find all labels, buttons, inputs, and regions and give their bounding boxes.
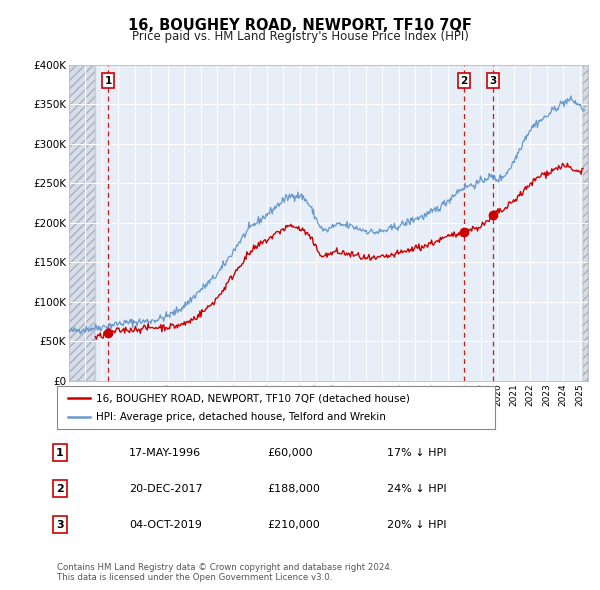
Text: 1: 1 [104, 76, 112, 86]
Text: Price paid vs. HM Land Registry's House Price Index (HPI): Price paid vs. HM Land Registry's House … [131, 30, 469, 43]
Text: 2: 2 [56, 484, 64, 493]
Text: 16, BOUGHEY ROAD, NEWPORT, TF10 7QF (detached house): 16, BOUGHEY ROAD, NEWPORT, TF10 7QF (det… [97, 394, 410, 404]
Text: This data is licensed under the Open Government Licence v3.0.: This data is licensed under the Open Gov… [57, 572, 332, 582]
Text: HPI: Average price, detached house, Telford and Wrekin: HPI: Average price, detached house, Telf… [97, 412, 386, 422]
Text: £60,000: £60,000 [267, 448, 313, 457]
Text: 24% ↓ HPI: 24% ↓ HPI [387, 484, 446, 493]
Text: £210,000: £210,000 [267, 520, 320, 529]
Text: 17-MAY-1996: 17-MAY-1996 [129, 448, 201, 457]
Text: 3: 3 [56, 520, 64, 529]
Text: 1: 1 [56, 448, 64, 457]
Text: 16, BOUGHEY ROAD, NEWPORT, TF10 7QF: 16, BOUGHEY ROAD, NEWPORT, TF10 7QF [128, 18, 472, 33]
Bar [583, 65, 588, 381]
Bar [69, 65, 95, 381]
Text: 20% ↓ HPI: 20% ↓ HPI [387, 520, 446, 529]
Bar [583, 65, 588, 381]
Text: 17% ↓ HPI: 17% ↓ HPI [387, 448, 446, 457]
Text: Contains HM Land Registry data © Crown copyright and database right 2024.: Contains HM Land Registry data © Crown c… [57, 563, 392, 572]
Bar [69, 65, 95, 381]
Text: 3: 3 [490, 76, 497, 86]
Text: £188,000: £188,000 [267, 484, 320, 493]
Text: 04-OCT-2019: 04-OCT-2019 [129, 520, 202, 529]
Text: 20-DEC-2017: 20-DEC-2017 [129, 484, 203, 493]
Text: 2: 2 [460, 76, 467, 86]
